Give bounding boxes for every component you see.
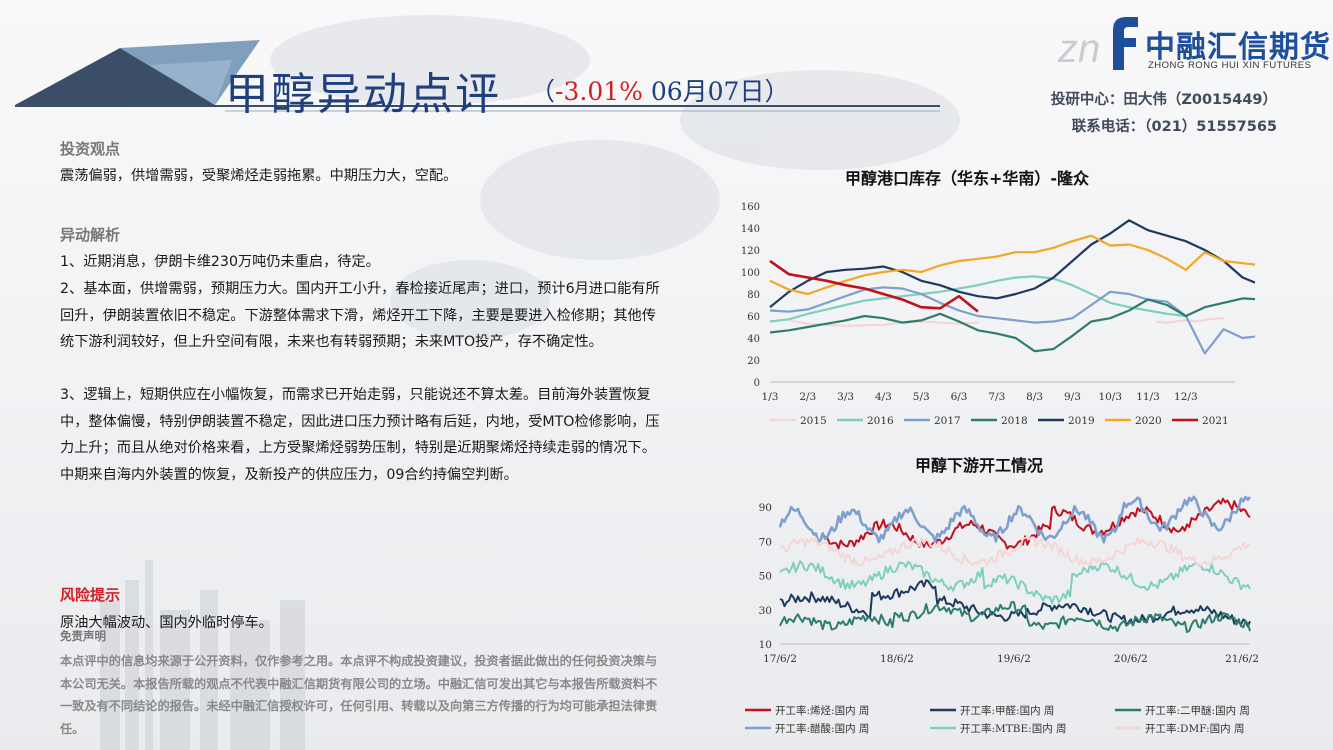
legend-label-2: 开工率:甲醛:国内 周 <box>960 704 1054 717</box>
x-tick-label: 19/6/2 <box>997 653 1031 665</box>
analysis-heading: 异动解析 <box>60 226 121 244</box>
y-tick-label: 0 <box>754 378 760 389</box>
x-tick-label: 2/3 <box>799 391 816 403</box>
y-tick-label: 10 <box>759 639 772 651</box>
x-tick-label: 7/3 <box>988 391 1005 403</box>
y-tick-label: 100 <box>741 268 760 279</box>
x-tick-label: 17/6/2 <box>763 653 797 665</box>
paren-close: ） <box>764 77 790 106</box>
series-line-6 <box>779 536 1251 568</box>
x-tick-label: 11/3 <box>1136 391 1160 403</box>
legend-label-2019: 2019 <box>1068 415 1095 427</box>
y-tick-label: 140 <box>741 224 760 235</box>
legend-label-2021: 2021 <box>1202 415 1229 427</box>
legend-label-1: 开工率:烯烃:国内 周 <box>775 704 869 717</box>
series-line-2018 <box>769 297 1255 353</box>
disclaimer-text: 本点评中的信息均来源于公开资料，仅作参考之用。本点评不构成投资建议，投资者据此做… <box>60 654 658 736</box>
series-line-2015 <box>788 319 978 327</box>
y-tick-label: 40 <box>747 334 760 345</box>
legend-label-2020: 2020 <box>1135 415 1162 427</box>
legend-label-5: 开工率:MTBE:国内 周 <box>960 722 1067 735</box>
legend-label-2018: 2018 <box>1001 415 1028 427</box>
series-line-4 <box>778 495 1252 544</box>
y-tick-label: 160 <box>741 202 760 213</box>
x-tick-label: 9/3 <box>1064 391 1081 403</box>
x-tick-label: 10/3 <box>1098 391 1122 403</box>
chart-inventory-title: 甲醇港口库存（华东+华南）-隆众 <box>845 169 1090 188</box>
series-line-2019 <box>769 219 1255 309</box>
viewpoint-heading: 投资观点 <box>60 140 121 158</box>
analysis-p2: 2、基本面，供增需弱，预期压力大。国内开工小升，春检接近尾声；进口，预计6月进口… <box>60 281 660 350</box>
series-line-1 <box>824 497 1251 550</box>
chart-downstream: 10 30 50 70 90 17/6/2 18/6/2 19/6/2 20/6/2 21/6/2… <box>745 495 1259 735</box>
x-tick-label: 20/6/2 <box>1114 653 1148 665</box>
research-center: 投研中心：田大伟（Z0015449） <box>1050 92 1277 108</box>
report-date: 06月07日 <box>650 77 765 106</box>
legend-label-2016: 2016 <box>867 415 894 427</box>
x-tick-label: 12/3 <box>1174 391 1198 403</box>
contact-phone: 联系电话：（021）51557565 <box>1071 119 1277 135</box>
series-line-2 <box>779 579 1251 628</box>
legend-label-6: 开工率:DMF:国内 周 <box>1145 722 1245 735</box>
x-tick-label: 5/3 <box>913 391 930 403</box>
x-tick-label: 3/3 <box>837 391 854 403</box>
y-tick-label: 50 <box>759 571 772 583</box>
title-change-info: （-3.01% 06月07日） <box>530 72 789 108</box>
paren-open: （ <box>530 77 556 106</box>
risk-text: 原油大幅波动、国内外临时停车。 <box>60 615 273 631</box>
chart-downstream-title: 甲醇下游开工情况 <box>915 456 1044 475</box>
y-tick-label: 120 <box>741 246 760 257</box>
x-tick-label: 4/3 <box>875 391 892 403</box>
disclaimer-heading: 免责声明 <box>60 629 106 643</box>
viewpoint-text: 震荡偏弱，供增需弱，受聚烯烃走弱拖累。中期压力大，空配。 <box>60 168 458 184</box>
legend-label-2017: 2017 <box>934 415 961 427</box>
x-tick-label: 21/6/2 <box>1225 653 1259 665</box>
risk-heading: 风险提示 <box>60 586 121 604</box>
price-change: -3.01% <box>555 77 643 106</box>
page-title: 甲醇异动点评 <box>225 69 501 120</box>
x-tick-label: 18/6/2 <box>880 653 914 665</box>
y-tick-label: 60 <box>747 312 760 323</box>
x-tick-label: 1/3 <box>762 391 779 403</box>
y-tick-label: 80 <box>747 290 760 301</box>
legend-label-2015: 2015 <box>800 415 827 427</box>
y-tick-label: 70 <box>759 536 772 548</box>
series-line-3 <box>779 601 1251 633</box>
company-logo-name: 中融汇信期货 <box>1145 30 1331 65</box>
chart-inventory: 0 20 40 60 80 100 120 140 160 1/3 2/3 3/3 4/3 5/3 6/3 7… <box>741 202 1255 427</box>
legend-label-4: 开工率:醋酸:国内 周 <box>775 722 869 735</box>
y-tick-label: 30 <box>759 605 772 617</box>
y-tick-label: 90 <box>759 502 772 514</box>
legend-label-3: 开工率:二甲醚:国内 周 <box>1145 704 1250 717</box>
company-logo-english: ZHONG RONG HUI XIN FUTURES <box>1148 60 1312 71</box>
series-line-2020 <box>769 234 1255 296</box>
y-tick-label: 20 <box>747 356 760 367</box>
analysis-p3: 3、逻辑上，短期供应在小幅恢复，而需求已开始走弱，只能说还不算太差。目前海外装置… <box>60 387 660 483</box>
x-tick-label: 8/3 <box>1026 391 1043 403</box>
x-tick-label: 6/3 <box>951 391 968 403</box>
series-line-2021 <box>769 259 979 313</box>
series-line-2016 <box>769 275 1187 323</box>
series-line-5 <box>779 560 1251 605</box>
series-line-2015-tail <box>1155 317 1224 324</box>
logo-zn-mark: zn <box>1057 27 1100 71</box>
analysis-p1: 1、近期消息，伊朗卡维230万吨仍未重启，待定。 <box>60 254 380 270</box>
